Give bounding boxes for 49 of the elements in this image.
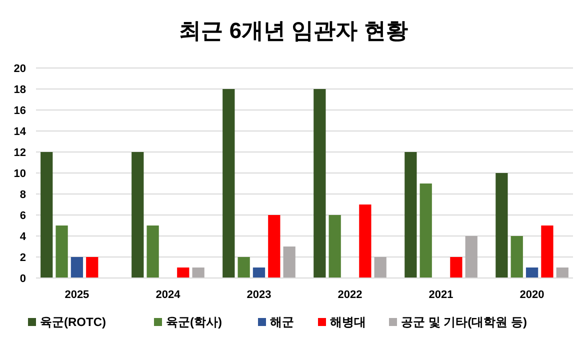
bar <box>510 236 523 278</box>
legend-label: 육군(학사) <box>166 315 222 329</box>
y-tick-label: 20 <box>14 62 26 75</box>
x-tick-label: 2022 <box>338 289 362 301</box>
bar <box>450 257 462 278</box>
x-tick-label: 2020 <box>520 289 544 301</box>
bar <box>465 236 478 278</box>
bar <box>556 268 568 278</box>
bar <box>86 257 98 278</box>
y-tick-label: 14 <box>14 126 27 138</box>
chart-title: 최근 6개년 임관자 현황 <box>179 18 408 43</box>
bar <box>222 89 235 278</box>
y-tick-label: 0 <box>20 272 26 285</box>
bar <box>420 184 432 278</box>
legend-label: 공군 및 기타(대학원 등) <box>401 315 527 329</box>
y-tick-label: 8 <box>20 188 26 201</box>
x-tick-label: 2024 <box>156 289 182 301</box>
y-tick-label: 18 <box>14 84 26 96</box>
bar <box>328 215 341 278</box>
bar <box>314 89 326 278</box>
bar <box>404 152 417 278</box>
bar <box>70 257 84 278</box>
x-tick-label: 2023 <box>246 289 272 301</box>
bar <box>496 173 508 278</box>
bar <box>252 268 266 278</box>
y-tick-label: 4 <box>20 230 27 243</box>
bar <box>541 226 554 278</box>
x-tick-label: 2025 <box>64 289 90 301</box>
legend-label: 해군 <box>270 315 294 329</box>
bar <box>359 204 372 278</box>
bar <box>238 257 250 278</box>
bar <box>268 215 280 278</box>
bar <box>283 246 296 278</box>
x-tick-label: 2021 <box>428 289 454 301</box>
y-tick-label: 10 <box>14 168 26 180</box>
legend-label: 해병대 <box>330 315 366 329</box>
y-tick-label: 6 <box>20 210 26 222</box>
bar <box>56 226 68 278</box>
bar <box>526 268 538 278</box>
bar <box>192 268 204 278</box>
y-tick-label: 2 <box>20 252 26 264</box>
bar <box>40 152 53 278</box>
bar <box>132 152 144 278</box>
bar <box>146 226 159 278</box>
y-tick-label: 12 <box>14 146 26 159</box>
legend-label: 육군(ROTC) <box>40 315 106 329</box>
bar <box>177 268 190 278</box>
bar <box>374 257 386 278</box>
y-tick-label: 16 <box>14 104 26 117</box>
